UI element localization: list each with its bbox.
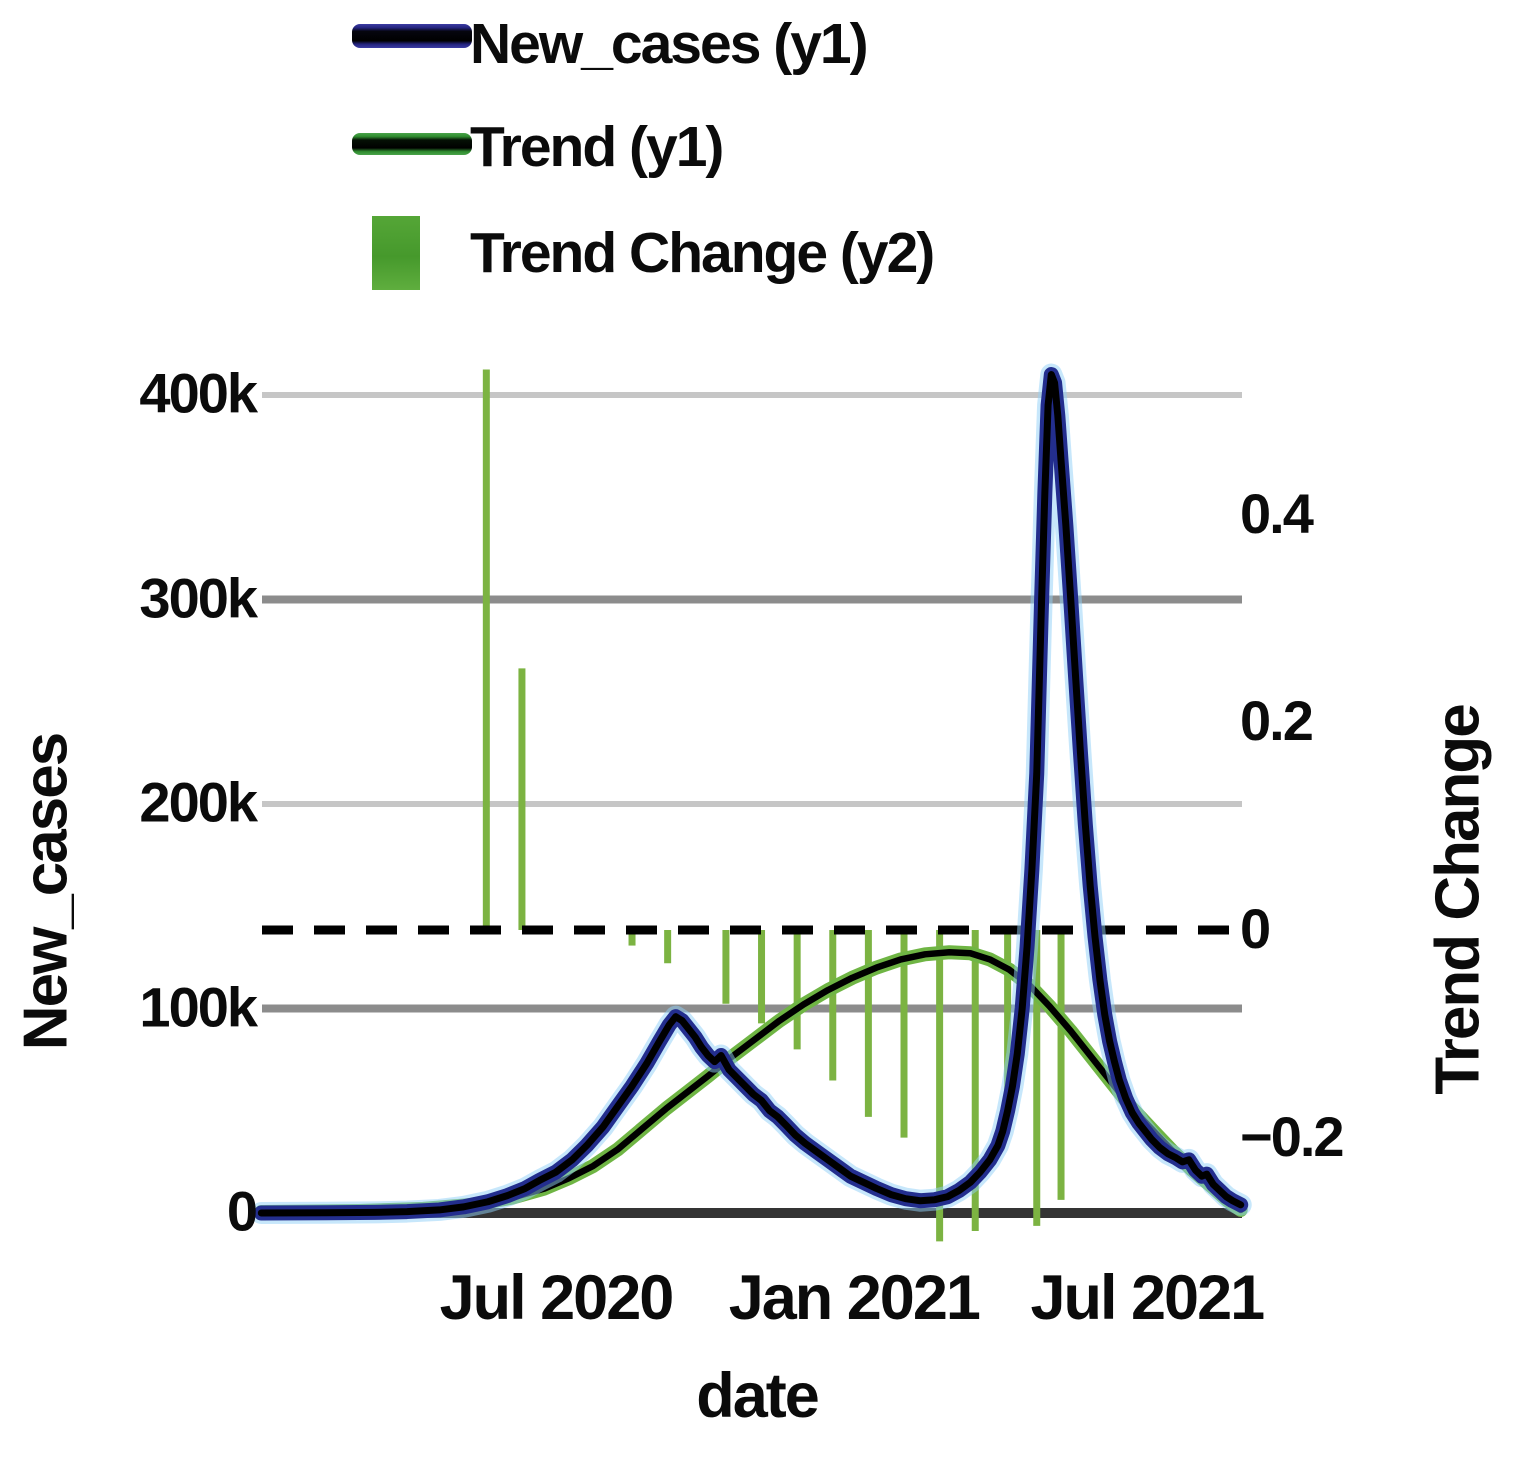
new-cases-core — [257, 371, 1245, 1217]
legend-item-trend-change[interactable]: Trend Change (y2) — [0, 200, 1100, 300]
legend-label: Trend Change (y2) — [470, 221, 935, 285]
trend-change-bars — [482, 369, 1065, 1242]
x-tick-label: Jul 2020 — [439, 1263, 675, 1333]
y2-tick-label: 0.4 — [1240, 481, 1314, 545]
x-tick-label: Jan 2021 — [728, 1263, 981, 1333]
y1-tick-label: 300k — [139, 566, 258, 630]
new-cases-line-series — [250, 363, 1252, 1224]
y1-tick-label: 0 — [226, 1179, 258, 1243]
trend-line-swatch — [352, 133, 472, 155]
y1-tick-label: 100k — [139, 975, 258, 1039]
legend-item-trend[interactable]: Trend (y1) — [0, 100, 1100, 190]
y2-tick-label: 0 — [1240, 897, 1271, 961]
legend-label: New_cases (y1) — [470, 12, 869, 76]
trend-change-bar-swatch — [372, 216, 420, 290]
y2-tick-label: 0.2 — [1240, 689, 1314, 753]
x-tick-label: Jul 2021 — [1030, 1263, 1265, 1333]
legend-label: Trend (y1) — [470, 115, 724, 179]
y2-tick-label: −0.2 — [1240, 1104, 1345, 1168]
y2-axis-title: Trend Change — [1423, 705, 1493, 1095]
legend-item-new-cases[interactable]: New_cases (y1) — [0, 0, 1100, 90]
x-axis-title: date — [696, 1361, 820, 1431]
y1-tick-label: 400k — [139, 361, 258, 425]
new-cases-line-swatch — [352, 24, 472, 48]
y1-tick-label: 200k — [139, 770, 258, 834]
